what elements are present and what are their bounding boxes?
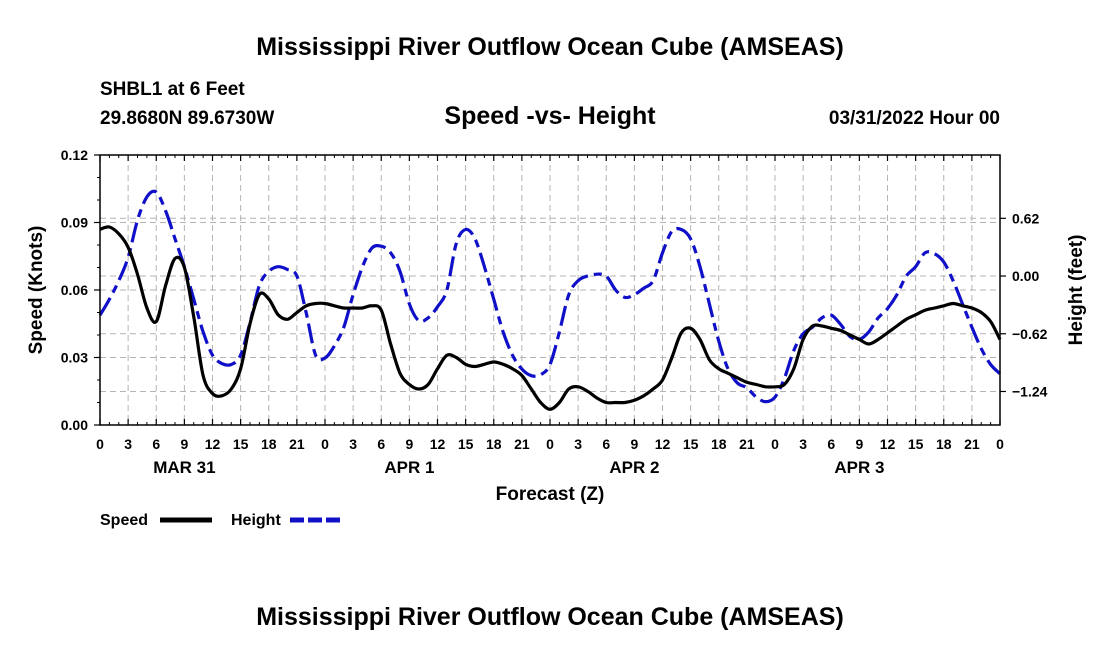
y2-tick-labels: −1.24 −0.62 0.00 0.62: [1012, 210, 1048, 399]
x-tick-label: 21: [289, 436, 305, 452]
x-tick-label: 6: [602, 436, 610, 452]
coords-label: 29.8680N 89.6730W: [100, 108, 274, 129]
speed-series: [99, 225, 1002, 411]
x-tick-label: 18: [711, 436, 727, 452]
y-tick-label: 0.03: [61, 350, 88, 366]
legend-label-height: Height: [231, 512, 281, 529]
x-tick-label: 15: [233, 436, 249, 452]
x-tick-label: 15: [683, 436, 699, 452]
legend-label-speed: Speed: [100, 512, 148, 529]
datetime-label: 03/31/2022 Hour 00: [829, 108, 1000, 129]
grid-lines: [100, 155, 1000, 425]
y2-tick-label: 0.00: [1012, 268, 1039, 284]
day-label: APR 1: [384, 458, 434, 477]
x-tick-label: 21: [739, 436, 755, 452]
x-tick-label: 9: [630, 436, 638, 452]
x-tick-label: 12: [430, 436, 446, 452]
x-tick-label: 9: [405, 436, 413, 452]
x-tick-label: 15: [908, 436, 924, 452]
y-tick-labels: 0.00 0.03 0.06 0.09 0.12: [61, 147, 88, 433]
x-tick-label: 3: [124, 436, 132, 452]
x-tick-label: 9: [855, 436, 863, 452]
day-label: MAR 31: [153, 458, 215, 477]
x-tick-label: 0: [96, 436, 104, 452]
x-tick-label: 18: [936, 436, 952, 452]
chart-main-title: Mississippi River Outflow Ocean Cube (AM…: [256, 33, 844, 61]
x-tick-label: 18: [486, 436, 502, 452]
x-tick-label: 12: [880, 436, 896, 452]
x-tick-label: 6: [827, 436, 835, 452]
x-tick-label: 6: [152, 436, 160, 452]
x-tick-label: 0: [546, 436, 554, 452]
footer-title: Mississippi River Outflow Ocean Cube (AM…: [256, 603, 844, 631]
speed-line: [99, 225, 1002, 411]
station-label: SHBL1 at 6 Feet: [100, 79, 245, 100]
x-tick-label: 6: [377, 436, 385, 452]
x-tick-labels: 0 3 6 9 12 15 18 21 0 3 6 9 12 15 18 21 0 3 6 9 12 15 18 21 0 3 6 9…: [96, 436, 1004, 452]
y2-tick-label: −1.24: [1012, 383, 1048, 399]
y2-tick-label: −0.62: [1012, 326, 1048, 342]
legend: Speed Height: [100, 512, 342, 529]
x-tick-label: 0: [321, 436, 329, 452]
y2-tick-label: 0.62: [1012, 210, 1039, 226]
x-tick-label: 0: [996, 436, 1004, 452]
x-tick-label: 18: [261, 436, 277, 452]
y-tick-label: 0.12: [61, 147, 88, 163]
day-label: APR 2: [609, 458, 659, 477]
x-axis-title: Forecast (Z): [496, 484, 605, 505]
x-tick-label: 9: [180, 436, 188, 452]
x-tick-label: 3: [799, 436, 807, 452]
y-tick-label: 0.00: [61, 417, 88, 433]
x-tick-label: 12: [205, 436, 221, 452]
x-tick-label: 21: [514, 436, 530, 452]
y-tick-label: 0.09: [61, 215, 88, 231]
day-label: APR 3: [834, 458, 884, 477]
y2-axis-title: Height (feet): [1066, 235, 1087, 346]
x-tick-label: 21: [964, 436, 980, 452]
x-tick-label: 15: [458, 436, 474, 452]
y-tick-label: 0.06: [61, 282, 88, 298]
x-tick-label: 3: [574, 436, 582, 452]
chart-subtitle: Speed -vs- Height: [444, 102, 656, 130]
x-tick-label: 12: [655, 436, 671, 452]
day-labels: MAR 31 APR 1 APR 2 APR 3: [153, 458, 884, 477]
y-axis-title: Speed (Knots): [26, 226, 47, 355]
x-tick-label: 3: [349, 436, 357, 452]
axis-ticks: [94, 154, 1006, 426]
x-tick-label: 0: [771, 436, 779, 452]
